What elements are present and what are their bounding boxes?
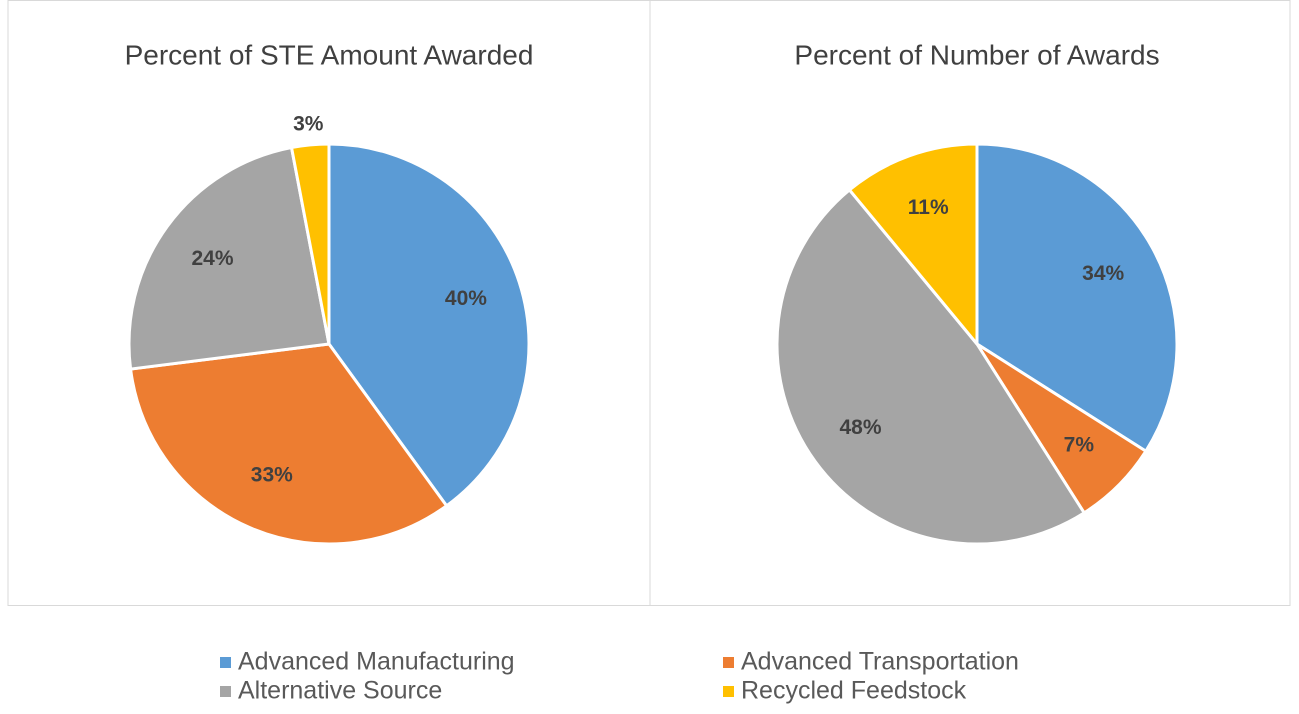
data-label: 40% [445,287,487,310]
pie-slice [289,142,331,345]
panel-right [649,0,1291,606]
chart-title: Percent of Number of Awards [794,39,1159,70]
chart-title: Percent of STE Amount Awarded [125,39,534,70]
data-label: 3% [293,113,324,136]
legend-label: Recycled Feedstock [741,677,967,705]
pie-slice [327,142,531,508]
legend-marker [723,686,734,697]
legend-label: Advanced Transportation [741,648,1019,676]
legend-label: Alternative Source [238,677,442,705]
data-label: 7% [1064,433,1095,456]
legend-marker [220,686,231,697]
pie-slice [847,142,979,349]
pie-slice [775,187,1087,546]
legend-marker [723,657,734,668]
data-label: 24% [191,247,233,270]
pie-slice [128,342,449,546]
data-label: 11% [908,196,949,219]
data-label: 34% [1082,262,1124,285]
legend-marker [220,657,231,668]
legend-label: Advanced Manufacturing [238,648,515,676]
data-label: 48% [839,416,881,439]
data-label: 33% [251,464,293,487]
pie-slice [127,145,331,371]
